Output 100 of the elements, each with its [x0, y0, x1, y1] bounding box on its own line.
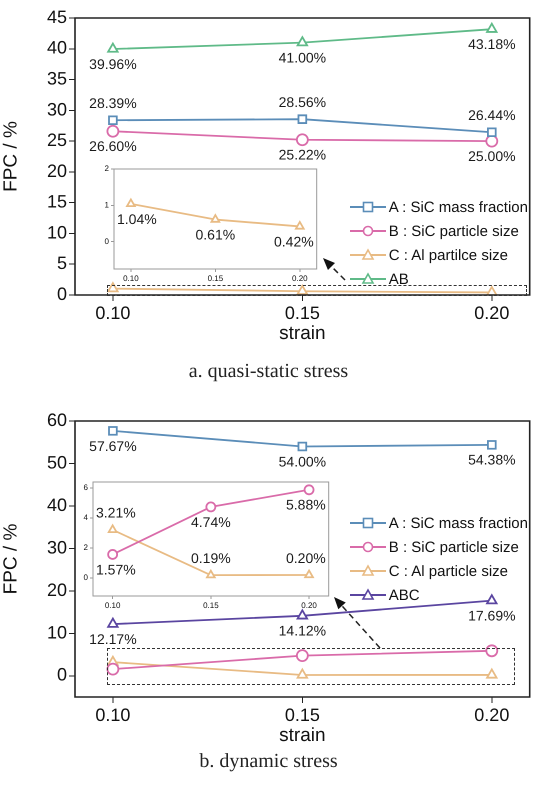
y-tick-label: 2 [84, 543, 89, 552]
text: b. dynamic stress [198, 750, 339, 773]
y-tick-label: 4 [84, 513, 89, 522]
data-label: 3.21% [96, 504, 136, 521]
data-label: 39.96% [89, 56, 137, 72]
point [205, 502, 216, 512]
point [304, 570, 314, 578]
y-tick-label: 20 [46, 160, 67, 181]
data-label: 5.88% [286, 496, 326, 513]
legend-label: A : SiC mass fraction [388, 514, 528, 532]
point [126, 198, 136, 208]
y-tick-label: 0 [104, 236, 110, 246]
legend-label: ABC [388, 586, 420, 604]
y-tick-label: 0 [84, 573, 89, 582]
y-tick-label: 20 [46, 580, 67, 600]
data-label: 1.04% [116, 210, 157, 227]
point [485, 644, 498, 658]
y-axis-title: FPC / % [0, 121, 22, 192]
y-tick-label: 25 [46, 130, 67, 150]
y-tick-label: 0 [56, 664, 67, 685]
point [106, 124, 120, 138]
data-label: 0.19% [191, 550, 231, 566]
y-tick-label: 30 [46, 537, 67, 558]
y-tick-label: 35 [46, 68, 67, 89]
data-label: 28.56% [278, 94, 326, 110]
data-label: 41.00% [278, 49, 326, 66]
legend-label: C : Al partilce size [388, 246, 508, 264]
point [108, 426, 118, 436]
legend-label: C : Al particle size [388, 562, 508, 580]
x-tick-label: 0.15 [284, 704, 320, 725]
y-tick-label: 6 [84, 483, 89, 492]
data-label: 0.20% [286, 550, 326, 566]
y-tick-label: 10 [46, 222, 67, 242]
legend-label: A : SiC mass fraction [388, 198, 528, 216]
x-tick-label: 0.10 [123, 274, 140, 284]
data-label: 0.42% [274, 233, 314, 250]
x-tick-label: 0.20 [292, 274, 308, 284]
legend-label: AB [388, 270, 409, 288]
y-axis-title: FPC / % [0, 524, 22, 594]
point [107, 618, 119, 628]
data-label: 57.67% [89, 438, 137, 454]
x-tick-label: 0.15 [284, 302, 320, 323]
point [106, 662, 120, 676]
point [108, 115, 118, 126]
y-tick-label: 10 [46, 622, 67, 642]
data-label: 0.61% [196, 226, 236, 242]
x-tick-label: 0.15 [208, 274, 224, 284]
data-label: 28.39% [89, 95, 137, 112]
point [107, 282, 119, 292]
point [298, 114, 308, 124]
data-label: 25.22% [278, 146, 326, 163]
point [295, 221, 305, 230]
legend-label: B : SiC particle size [388, 538, 519, 556]
data-label: 14.12% [278, 622, 326, 639]
y-tick-label: 45 [46, 6, 67, 27]
y-tick-label: 1 [104, 200, 110, 210]
point [298, 442, 308, 452]
x-tick-label: 0.10 [95, 704, 130, 725]
point [487, 127, 497, 138]
y-tick-label: 2 [104, 164, 110, 174]
x-tick-label: 0.10 [95, 302, 130, 323]
data-label: 17.69% [468, 608, 516, 624]
x-tick-label: 0.10 [104, 601, 121, 610]
x-axis-title: strain [279, 724, 326, 746]
point [296, 609, 308, 620]
data-label: 26.44% [468, 107, 516, 124]
data-label: 43.18% [468, 36, 516, 52]
y-tick-label: 0 [56, 284, 67, 304]
y-tick-label: 40 [46, 38, 67, 58]
point [108, 524, 118, 533]
point [304, 484, 314, 496]
y-tick-label: 15 [46, 192, 67, 212]
y-tick-label: 40 [46, 494, 67, 515]
point [486, 594, 498, 604]
x-tick-label: 0.15 [203, 601, 220, 610]
data-label: 26.60% [89, 138, 137, 154]
point [107, 549, 118, 560]
data-label: 1.57% [96, 561, 136, 578]
text: a. quasi-static stress [188, 360, 350, 383]
data-label: 12.17% [89, 630, 137, 647]
x-tick-label: 0.20 [474, 302, 510, 323]
x-tick-label: 0.20 [474, 704, 510, 725]
x-axis-title: strain [279, 322, 326, 344]
data-label: 54.00% [278, 453, 326, 470]
point [206, 570, 216, 578]
y-tick-label: 60 [46, 410, 67, 430]
point [296, 649, 309, 662]
point [210, 214, 220, 223]
y-tick-label: 30 [46, 99, 67, 120]
legend-label: B : SiC particle size [388, 222, 519, 240]
y-tick-label: 5 [56, 253, 67, 274]
data-label: 4.74% [191, 514, 231, 530]
x-tick-label: 0.20 [301, 601, 318, 610]
point [296, 668, 308, 679]
point [487, 440, 497, 450]
y-tick-label: 50 [46, 452, 67, 472]
point [296, 133, 309, 146]
data-label: 25.00% [468, 148, 516, 164]
data-label: 54.38% [468, 452, 516, 468]
point [486, 668, 498, 679]
